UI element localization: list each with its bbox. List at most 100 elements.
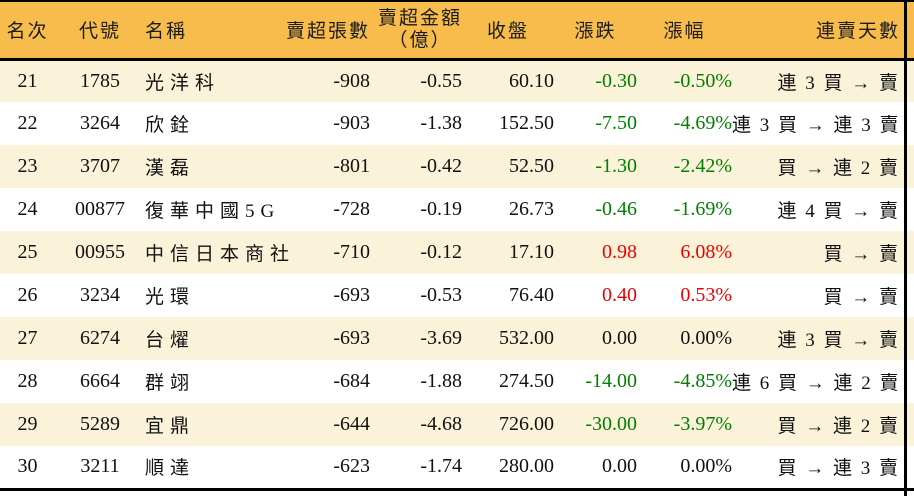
cell-streak: 買 → 連 3 賣 bbox=[777, 458, 900, 480]
cell-amount: -1.88 bbox=[420, 370, 462, 392]
cell-close: 26.73 bbox=[509, 198, 554, 220]
header-amount-line2: （億） bbox=[388, 29, 452, 51]
cell-amount: -1.74 bbox=[420, 455, 462, 478]
cell-change: 0.00 bbox=[602, 327, 637, 349]
cell-amount: -0.12 bbox=[420, 241, 462, 263]
cell-volume: -903 bbox=[333, 112, 370, 134]
header-name: 名稱 bbox=[145, 1, 285, 61]
cell-amount: -0.53 bbox=[420, 284, 462, 306]
cell-streak: 連 4 買 → 賣 bbox=[777, 201, 900, 222]
header-code: 代號 bbox=[55, 1, 145, 61]
cell-change: -14.00 bbox=[585, 370, 637, 392]
cell-volume: -623 bbox=[333, 455, 370, 478]
cell-rank: 25 bbox=[17, 241, 38, 263]
cell-rank: 27 bbox=[17, 327, 38, 349]
cell-amount: -0.19 bbox=[420, 198, 462, 220]
cell-rank: 28 bbox=[17, 370, 38, 392]
cell-rank: 22 bbox=[17, 112, 38, 134]
cell-code: 3234 bbox=[80, 284, 120, 306]
cell-code: 5289 bbox=[80, 413, 120, 435]
cell-streak: 買 → 連 2 賣 bbox=[777, 158, 900, 179]
cell-name: 群翊 bbox=[145, 373, 196, 394]
cell-change: 0.00 bbox=[602, 455, 637, 478]
cell-code: 00877 bbox=[75, 198, 125, 220]
cell-amount: -0.55 bbox=[420, 69, 462, 92]
cell-code: 1785 bbox=[80, 69, 120, 92]
cell-code: 00955 bbox=[75, 241, 125, 263]
cell-change_pct: -3.97% bbox=[673, 413, 732, 435]
table-row: 25 00955 中信日本商社 -710 -0.12 17.10 0.98 6.08% 買 → … bbox=[0, 231, 914, 274]
cell-streak: 連 6 買 → 連 2 賣 bbox=[732, 373, 901, 394]
cell-rank: 29 bbox=[17, 413, 38, 435]
cell-volume: -801 bbox=[333, 155, 370, 177]
cell-name: 宜鼎 bbox=[145, 416, 196, 437]
header-amount-lines: 賣超金額 （億） bbox=[378, 8, 462, 52]
cell-name: 順達 bbox=[145, 458, 196, 480]
cell-name: 光洋科 bbox=[145, 72, 221, 94]
cell-close: 274.50 bbox=[499, 370, 554, 392]
cell-code: 3707 bbox=[80, 155, 120, 177]
cell-close: 17.10 bbox=[509, 241, 554, 263]
cell-change_pct: -4.85% bbox=[673, 370, 732, 392]
cell-close: 532.00 bbox=[499, 327, 554, 349]
table-row: 22 3264 欣銓 -903 -1.38 152.50 -7.50 -4.69% 連 3 買 … bbox=[0, 102, 914, 145]
cell-volume: -684 bbox=[333, 370, 370, 392]
table-row: 30 3211 順達 -623 -1.74 280.00 0.00 0.00% 買 → 連 3 … bbox=[0, 446, 914, 489]
cell-rank: 24 bbox=[17, 198, 38, 220]
cell-change_pct: 0.53% bbox=[680, 284, 732, 306]
table-row: 28 6664 群翊 -684 -1.88 274.50 -14.00 -4.85% 連 6 買… bbox=[0, 360, 914, 403]
header-change: 漲跌 bbox=[554, 1, 637, 61]
cell-amount: -4.68 bbox=[420, 413, 462, 435]
cell-volume: -693 bbox=[333, 284, 370, 306]
header-amount: 賣超金額 （億） bbox=[370, 1, 462, 61]
cell-name: 欣銓 bbox=[145, 115, 196, 136]
table-row: 23 3707 漢磊 -801 -0.42 52.50 -1.30 -2.42% 買 → 連 2… bbox=[0, 145, 914, 188]
cell-change: 0.40 bbox=[602, 284, 637, 306]
cell-volume: -693 bbox=[333, 327, 370, 349]
cell-amount: -0.42 bbox=[420, 155, 462, 177]
table-body: 21 1785 光洋科 -908 -0.55 60.10 -0.30 -0.50% 連 3 買 … bbox=[0, 59, 914, 489]
table-row: 27 6274 台燿 -693 -3.69 532.00 0.00 0.00% 連 3 買 → … bbox=[0, 317, 914, 360]
cell-rank: 23 bbox=[17, 155, 38, 177]
cell-close: 60.10 bbox=[509, 69, 554, 92]
cell-streak: 買 → 賣 bbox=[823, 287, 900, 308]
cell-name: 復華中國5G bbox=[145, 201, 281, 222]
cell-change: -1.30 bbox=[595, 155, 637, 177]
cell-volume: -710 bbox=[333, 241, 370, 263]
header-volume: 賣超張數 bbox=[285, 1, 370, 61]
header-change-pct: 漲幅 bbox=[637, 1, 732, 61]
cell-streak: 買 → 連 2 賣 bbox=[777, 416, 900, 437]
cell-change_pct: -4.69% bbox=[673, 112, 732, 134]
cell-change: -0.46 bbox=[595, 198, 637, 220]
header-streak: 連賣天數 bbox=[732, 1, 914, 61]
cell-amount: -3.69 bbox=[420, 327, 462, 349]
cell-change: -0.30 bbox=[595, 69, 637, 92]
cell-close: 152.50 bbox=[499, 112, 554, 134]
cell-volume: -644 bbox=[333, 413, 370, 435]
table-row: 24 00877 復華中國5G -728 -0.19 26.73 -0.46 -1.69% 連 … bbox=[0, 188, 914, 231]
cell-streak: 連 3 買 → 賣 bbox=[777, 72, 900, 94]
header-amount-line1: 賣超金額 bbox=[377, 7, 462, 29]
cell-amount: -1.38 bbox=[420, 112, 462, 134]
cell-streak: 買 → 賣 bbox=[823, 244, 900, 265]
cell-change_pct: 0.00% bbox=[680, 327, 732, 349]
cell-name: 台燿 bbox=[145, 330, 196, 351]
cell-change_pct: -0.50% bbox=[673, 69, 732, 92]
header-close: 收盤 bbox=[462, 1, 554, 61]
header-row: 名次 代號 名稱 賣超張數 賣超金額 （億） 收盤 漲跌 漲幅 連賣天數 bbox=[0, 1, 914, 61]
cell-close: 52.50 bbox=[509, 155, 554, 177]
cell-change_pct: 0.00% bbox=[680, 455, 732, 478]
cell-change_pct: 6.08% bbox=[680, 241, 732, 263]
table-row: 29 5289 宜鼎 -644 -4.68 726.00 -30.00 -3.97% 買 → 連… bbox=[0, 403, 914, 446]
table-row: 26 3234 光環 -693 -0.53 76.40 0.40 0.53% 買 → 賣 bbox=[0, 274, 914, 317]
cell-code: 3264 bbox=[80, 112, 120, 134]
cell-code: 3211 bbox=[80, 455, 120, 478]
cell-change: 0.98 bbox=[602, 241, 637, 263]
cell-volume: -908 bbox=[333, 69, 370, 92]
right-column-divider bbox=[904, 0, 907, 496]
cell-streak: 連 3 買 → 賣 bbox=[777, 330, 900, 351]
cell-close: 76.40 bbox=[509, 284, 554, 306]
cell-rank: 21 bbox=[17, 69, 38, 92]
